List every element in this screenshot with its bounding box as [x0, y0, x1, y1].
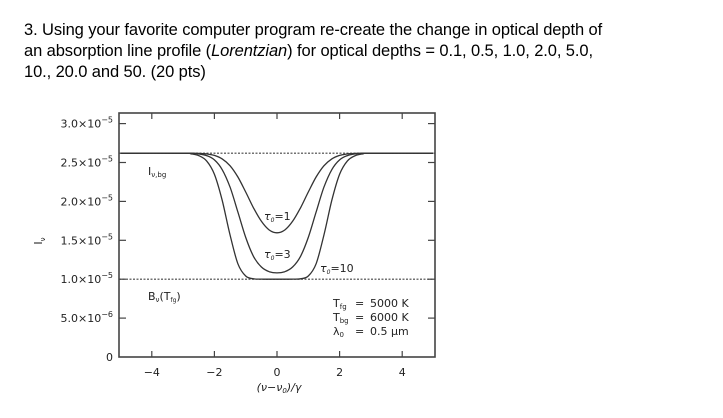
param-0-eq: =: [355, 325, 364, 338]
y-axis-label: Iν: [32, 237, 47, 244]
curve-tau-3: [120, 152, 434, 274]
y-tick-label: 2.5×10−5: [60, 155, 113, 170]
param-bg-value: 6000 K: [370, 311, 409, 324]
label-I-nu-bg: Iν,bg: [148, 165, 166, 179]
label-tau-3: τ0=3: [264, 248, 291, 262]
y-tick-label: 1.0×10−5: [60, 271, 113, 286]
curves: [120, 152, 434, 280]
param-bg-label: Tbg: [332, 311, 349, 325]
param-bg-eq: =: [355, 311, 364, 324]
question-line-2-end: ) for optical depths = 0.1, 0.5, 1.0, 2.…: [287, 42, 593, 60]
chart-annotations: τ0=1 τ0=3 τ0=10 Tfg = 5000 K Tbg = 6000 K λ0 = 0.5 …: [264, 210, 409, 339]
x-tick-label: −2: [206, 366, 222, 379]
param-fg-label: Tfg: [332, 297, 347, 311]
y-tick-label: 1.5×10−5: [60, 232, 113, 247]
x-axis-label: (ν−ν0)/γ: [257, 381, 302, 395]
param-fg-eq: =: [355, 297, 364, 310]
param-0-value: 0.5 μm: [370, 325, 409, 338]
curve-tau-1: [120, 152, 434, 234]
question-italic-term: Lorentzian: [211, 42, 288, 60]
y-tick-label: 2.0×10−5: [60, 193, 113, 208]
y-tick-label: 3.0×10−5: [60, 116, 113, 131]
label-tau-1: τ0=1: [264, 210, 291, 224]
param-0-label: λ0: [333, 325, 344, 339]
label-B-nu: Bν(Tfg): [148, 290, 181, 304]
x-tick-label: 4: [399, 366, 406, 379]
question-line-1: 3. Using your favorite computer program …: [24, 21, 603, 39]
y-tick-label: 5.0×10−6: [60, 310, 113, 325]
param-fg-value: 5000 K: [370, 297, 409, 310]
reference-lines: Iν,bg Bν(Tfg): [119, 152, 435, 304]
x-tick-label: 0: [274, 366, 281, 379]
question-line-3: 10., 20.0 and 50. (20 pts): [24, 63, 206, 81]
question-line-2: an absorption line profile (Lorentzian) …: [24, 41, 714, 62]
x-tick-label: 2: [336, 366, 343, 379]
x-axis-ticks: −4 −2 0 2 4 (ν−ν0)/γ: [144, 113, 406, 395]
label-tau-10: τ0=10: [320, 262, 354, 276]
y-tick-label: 0: [106, 351, 113, 364]
y-axis-ticks: 0 5.0×10−6 1.0×10−5 1.5×10−5 2.0×10−5 2.5×10−…: [32, 116, 435, 364]
curve-tau-10: [120, 152, 434, 280]
x-tick-label: −4: [144, 366, 160, 379]
question-line-2-start: an absorption line profile (: [24, 42, 212, 60]
question-text: 3. Using your favorite computer program …: [24, 20, 714, 83]
